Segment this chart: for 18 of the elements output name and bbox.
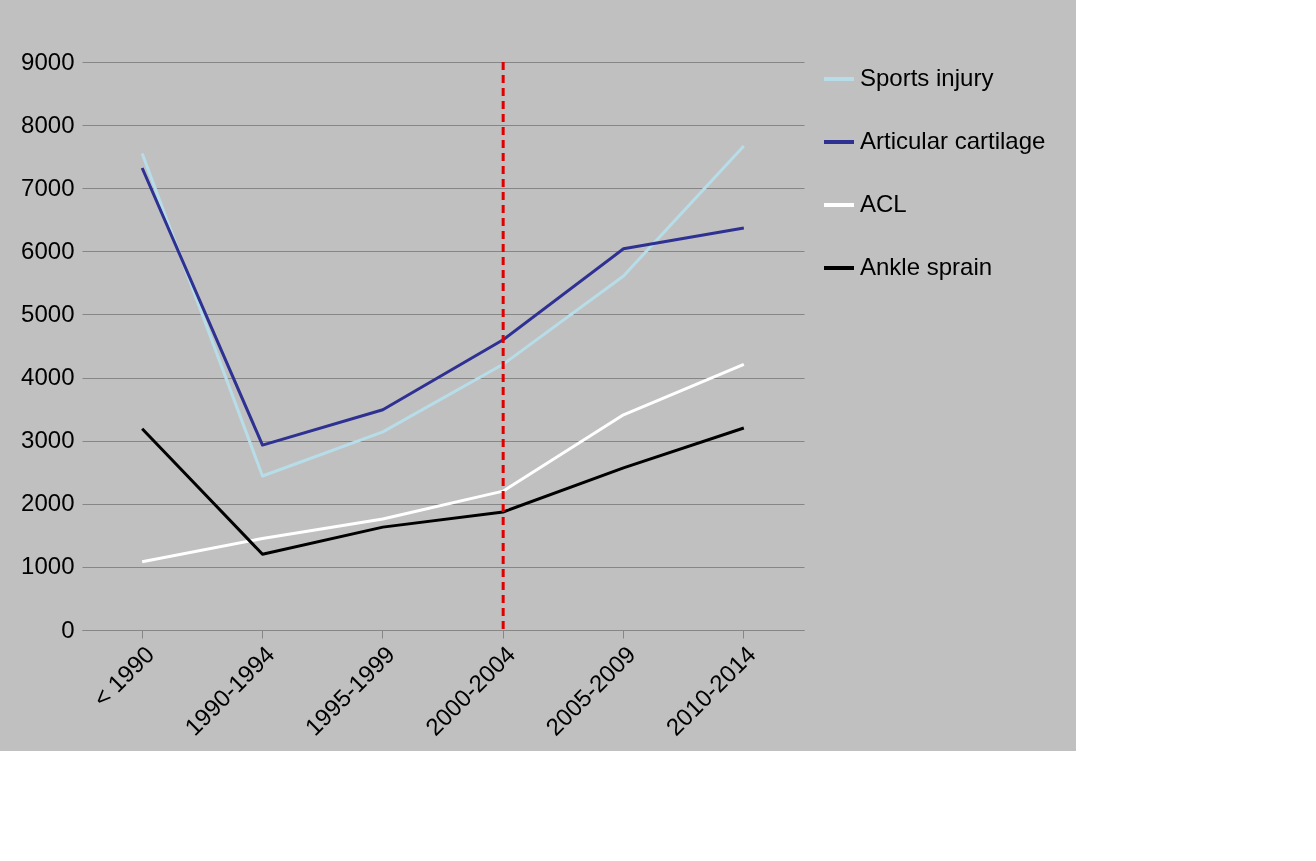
legend-label: Ankle sprain (860, 253, 993, 280)
y-tick-label: 7000 (21, 173, 75, 201)
legend-label: Sports injury (860, 64, 994, 91)
line-series (140, 426, 746, 556)
line-series (140, 166, 746, 447)
y-tick-label: 6000 (21, 236, 75, 264)
y-tick-label: 0 (61, 615, 75, 643)
y-tick-label: 9000 (21, 47, 75, 75)
line-series (140, 144, 746, 478)
line-series (140, 362, 746, 564)
y-tick-label: 5000 (21, 299, 75, 327)
y-tick-label: 4000 (21, 363, 75, 391)
legend-label: Articular cartilage (860, 127, 1046, 154)
legend-label: ACL (860, 190, 907, 217)
y-tick-label: 1000 (21, 552, 75, 580)
y-tick-label: 2000 (21, 489, 75, 517)
y-tick-label: 8000 (21, 110, 75, 138)
y-tick-label: 3000 (21, 426, 75, 454)
